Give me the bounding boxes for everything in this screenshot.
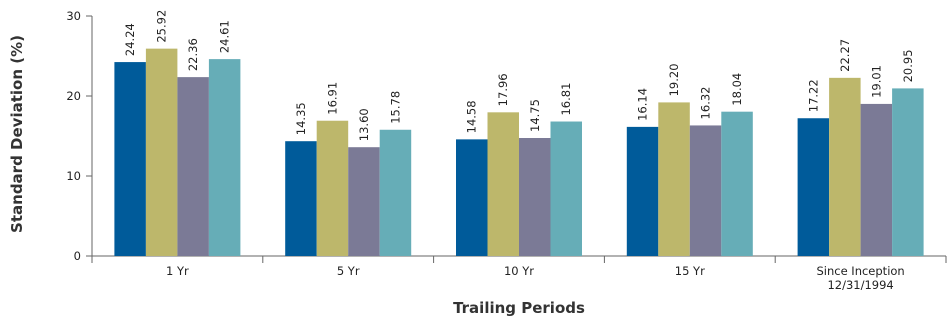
bar-value-label: 24.24 (123, 23, 137, 56)
bar-value-label: 22.27 (838, 39, 852, 72)
bar (456, 139, 488, 256)
y-axis-title: Standard Deviation (%) (8, 35, 26, 233)
bar-value-label: 17.22 (806, 79, 820, 112)
x-axis-title: Trailing Periods (453, 299, 585, 317)
bar (487, 112, 519, 256)
bar-value-label: 14.75 (528, 99, 542, 132)
y-tick-label: 20 (66, 89, 81, 103)
bar (550, 121, 582, 257)
x-category-label: Since Inception (816, 264, 904, 278)
bar-value-label: 19.20 (667, 63, 681, 96)
bar (797, 118, 830, 257)
bar-value-label: 14.58 (465, 100, 479, 133)
bar-value-label: 22.36 (186, 38, 200, 71)
bar (658, 102, 690, 257)
bars (114, 48, 924, 257)
bar-value-label: 18.04 (730, 73, 744, 106)
bar-value-label: 25.92 (155, 10, 169, 43)
bar-value-label: 16.81 (559, 83, 573, 116)
x-category-label: 1 Yr (166, 264, 189, 278)
bar (285, 141, 317, 256)
x-axis: 1 Yr 5 Yr 10 Yr 15 Yr Since Inception12/31/1… (91, 255, 947, 292)
bar-value-label: 19.01 (869, 65, 883, 98)
bar (626, 126, 659, 256)
bar-value-label: 24.61 (218, 20, 232, 53)
bar (145, 48, 178, 256)
bar (379, 129, 412, 256)
bar (860, 103, 893, 256)
y-tick-label: 0 (74, 249, 81, 263)
x-category-label: 12/31/1994 (827, 278, 893, 292)
bar (316, 120, 349, 256)
bar-value-label: 17.96 (496, 73, 510, 106)
bar (892, 88, 924, 257)
bar (114, 62, 146, 256)
x-category-label: 5 Yr (337, 264, 360, 278)
y-tick-label: 10 (66, 169, 81, 183)
x-category-label: 15 Yr (675, 264, 705, 278)
bar-value-label: 13.60 (357, 108, 371, 141)
bar (348, 147, 380, 256)
bar (689, 125, 722, 256)
bar-value-label: 14.35 (294, 102, 308, 135)
bar (721, 111, 753, 257)
x-category-label: 10 Yr (504, 264, 534, 278)
bar-value-label: 20.95 (901, 49, 915, 82)
bar-value-label: 16.14 (636, 88, 650, 121)
bar (208, 59, 241, 257)
bar (519, 138, 551, 256)
bar (829, 77, 861, 256)
bar-value-label: 16.91 (325, 82, 339, 115)
bar-value-label: 15.78 (388, 91, 402, 124)
bar (177, 77, 209, 257)
data-labels: 24.24 25.92 22.36 24.61 14.35 16.91 13.60 15.78… (123, 10, 915, 141)
bar-value-label: 16.32 (699, 87, 713, 120)
y-axis: 0 10 20 30 (66, 9, 93, 263)
y-tick-label: 30 (66, 9, 81, 23)
